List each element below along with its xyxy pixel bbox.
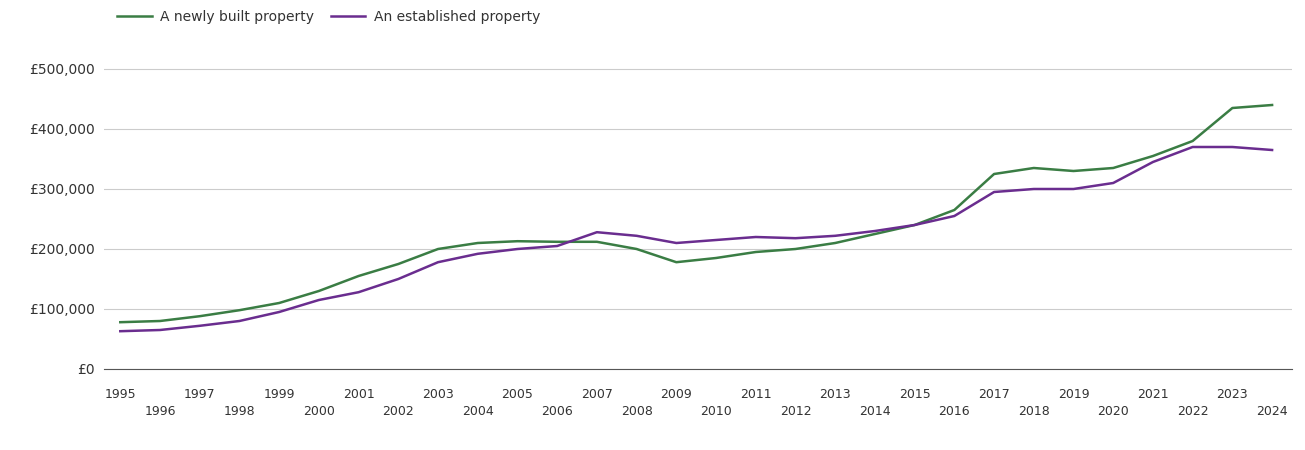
Text: 1997: 1997 <box>184 388 215 401</box>
Text: 2023: 2023 <box>1216 388 1248 401</box>
An established property <box>1066 186 1082 192</box>
An established property <box>788 235 804 241</box>
Text: 2007: 2007 <box>581 388 613 401</box>
Text: 2014: 2014 <box>859 405 891 418</box>
Text: 1996: 1996 <box>145 405 176 418</box>
An established property <box>589 230 604 235</box>
Text: 2024: 2024 <box>1257 405 1288 418</box>
An established property <box>629 233 645 238</box>
Legend: A newly built property, An established property: A newly built property, An established p… <box>111 4 545 29</box>
An established property <box>827 233 843 238</box>
Text: 2009: 2009 <box>660 388 692 401</box>
Text: 1999: 1999 <box>264 388 295 401</box>
Text: 2011: 2011 <box>740 388 771 401</box>
A newly built property <box>709 255 724 261</box>
A newly built property <box>112 320 128 325</box>
Text: 1998: 1998 <box>223 405 256 418</box>
Text: 2004: 2004 <box>462 405 493 418</box>
An established property <box>867 228 882 234</box>
Text: 2000: 2000 <box>303 405 335 418</box>
A newly built property <box>946 207 962 213</box>
An established property <box>390 276 406 282</box>
Text: 2002: 2002 <box>382 405 414 418</box>
A newly built property <box>629 246 645 252</box>
An established property <box>987 189 1002 195</box>
A newly built property <box>470 240 485 246</box>
Text: 2022: 2022 <box>1177 405 1208 418</box>
A newly built property <box>351 273 367 279</box>
Text: 2001: 2001 <box>343 388 375 401</box>
An established property <box>946 213 962 219</box>
Text: 2010: 2010 <box>701 405 732 418</box>
A newly built property <box>510 238 526 244</box>
An established property <box>311 297 326 303</box>
A newly built property <box>1105 165 1121 171</box>
An established property <box>351 289 367 295</box>
An established property <box>431 260 446 265</box>
A newly built property <box>192 314 207 319</box>
Text: 2016: 2016 <box>938 405 970 418</box>
An established property <box>1185 144 1201 150</box>
An established property <box>231 318 247 324</box>
A newly built property <box>987 171 1002 177</box>
A newly built property <box>1185 138 1201 144</box>
A newly built property <box>589 239 604 244</box>
A newly built property <box>153 318 168 324</box>
A newly built property <box>867 231 882 237</box>
Text: 2017: 2017 <box>979 388 1010 401</box>
A newly built property <box>549 239 565 244</box>
Text: 2021: 2021 <box>1137 388 1169 401</box>
An established property <box>112 328 128 334</box>
A newly built property <box>907 222 923 228</box>
An established property <box>748 234 763 240</box>
Text: 2020: 2020 <box>1098 405 1129 418</box>
A newly built property <box>1026 165 1041 171</box>
Text: 1995: 1995 <box>104 388 136 401</box>
An established property <box>1224 144 1240 150</box>
An established property <box>709 237 724 243</box>
Text: 2006: 2006 <box>542 405 573 418</box>
An established property <box>1026 186 1041 192</box>
An established property <box>549 243 565 249</box>
A newly built property <box>1144 153 1160 159</box>
Text: 2013: 2013 <box>820 388 851 401</box>
Text: 2008: 2008 <box>621 405 652 418</box>
Text: 2019: 2019 <box>1057 388 1090 401</box>
A newly built property <box>788 246 804 252</box>
A newly built property <box>431 246 446 252</box>
Line: An established property: An established property <box>120 147 1272 331</box>
A newly built property <box>390 261 406 267</box>
An established property <box>1265 147 1280 153</box>
An established property <box>1105 180 1121 186</box>
Text: 2003: 2003 <box>422 388 454 401</box>
A newly built property <box>271 300 287 306</box>
Text: 2005: 2005 <box>501 388 534 401</box>
A newly built property <box>748 249 763 255</box>
Text: 2015: 2015 <box>899 388 930 401</box>
A newly built property <box>668 260 684 265</box>
Line: A newly built property: A newly built property <box>120 105 1272 322</box>
A newly built property <box>1224 105 1240 111</box>
An established property <box>668 240 684 246</box>
A newly built property <box>1265 102 1280 108</box>
A newly built property <box>1066 168 1082 174</box>
An established property <box>1144 159 1160 165</box>
A newly built property <box>827 240 843 246</box>
An established property <box>470 251 485 256</box>
Text: 2012: 2012 <box>779 405 812 418</box>
A newly built property <box>231 307 247 313</box>
An established property <box>271 309 287 315</box>
An established property <box>510 246 526 252</box>
An established property <box>153 327 168 333</box>
An established property <box>192 323 207 328</box>
Text: 2018: 2018 <box>1018 405 1049 418</box>
An established property <box>907 222 923 228</box>
A newly built property <box>311 288 326 294</box>
